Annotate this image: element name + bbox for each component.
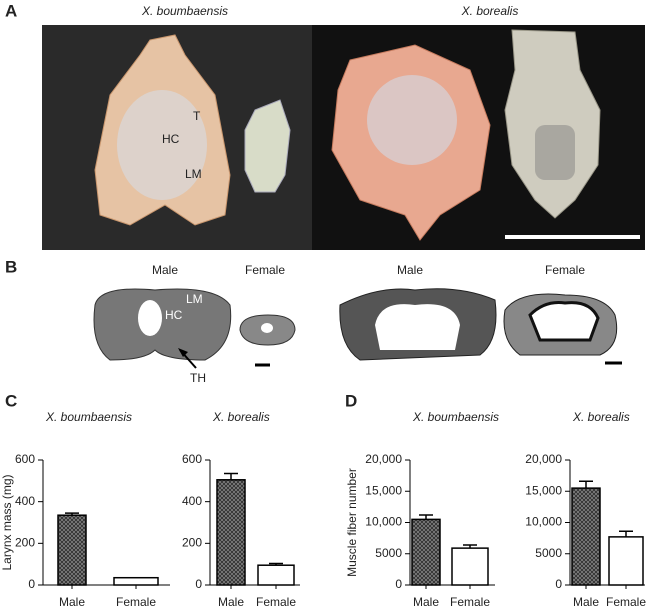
- y-tick-label: 5000: [375, 546, 402, 560]
- chart-title: X. boumbaensis: [45, 410, 132, 424]
- error-bar: [269, 562, 283, 566]
- y-axis-label: Muscle fiber number: [345, 468, 359, 577]
- y-tick-label: 400: [182, 494, 202, 508]
- error-bar: [224, 472, 238, 480]
- x-tick-label: Female: [116, 595, 156, 609]
- chart-title: X. borealis: [212, 410, 270, 424]
- anatomy-label: LM: [186, 292, 203, 306]
- error-bar: [65, 512, 79, 516]
- x-tick-label: Male: [59, 595, 85, 609]
- y-tick-label: 10,000: [525, 515, 562, 529]
- x-tick-label: Female: [256, 595, 296, 609]
- y-tick-label: 600: [182, 452, 202, 466]
- bar: [608, 536, 644, 586]
- y-axis-label: Larynx mass (mg): [0, 474, 14, 570]
- anatomy-label: HC: [162, 132, 180, 146]
- panel-label: D: [345, 391, 357, 410]
- anatomy-label: LM: [185, 167, 202, 181]
- error-bar: [579, 480, 593, 489]
- panel-label: A: [5, 1, 17, 20]
- error-bar: [419, 514, 433, 520]
- section-label: Female: [245, 263, 285, 277]
- section-label: Male: [152, 263, 178, 277]
- x-tick-label: Male: [218, 595, 244, 609]
- bar: [411, 518, 441, 586]
- y-tick-label: 600: [15, 452, 35, 466]
- section-panel: [93, 288, 622, 369]
- y-tick-label: 20,000: [365, 452, 402, 466]
- x-tick-label: Male: [573, 595, 599, 609]
- y-tick-label: 0: [195, 577, 202, 591]
- y-tick-label: 15,000: [365, 483, 402, 497]
- chart-title: X. boumbaensis: [412, 410, 499, 424]
- bar: [571, 487, 601, 586]
- bar: [216, 479, 246, 586]
- error-bar: [463, 544, 477, 549]
- y-tick-label: 10,000: [365, 515, 402, 529]
- species-label: X. boumbaensis: [141, 4, 228, 18]
- anatomy-label: TH: [190, 371, 206, 385]
- y-tick-label: 20,000: [525, 452, 562, 466]
- error-bar: [619, 530, 633, 537]
- y-tick-label: 200: [15, 536, 35, 550]
- x-tick-label: Female: [450, 595, 490, 609]
- y-tick-label: 200: [182, 536, 202, 550]
- bar: [57, 514, 87, 586]
- anatomy-label: HC: [165, 308, 183, 322]
- x-tick-label: Male: [413, 595, 439, 609]
- y-tick-label: 0: [395, 577, 402, 591]
- x-tick-label: Female: [606, 595, 646, 609]
- y-tick-label: 0: [28, 577, 35, 591]
- y-tick-label: 0: [555, 577, 562, 591]
- photo-panel: [42, 25, 645, 250]
- y-tick-label: 5000: [535, 546, 562, 560]
- y-tick-label: 400: [15, 494, 35, 508]
- panel-label: C: [5, 391, 17, 410]
- section-label: Male: [397, 263, 423, 277]
- species-label: X. borealis: [461, 4, 519, 18]
- bar: [257, 564, 295, 586]
- y-tick-label: 15,000: [525, 483, 562, 497]
- bar: [451, 547, 489, 586]
- bar: [113, 576, 159, 586]
- anatomy-label: T: [193, 109, 201, 123]
- panel-label: B: [5, 257, 17, 276]
- chart-title: X. borealis: [572, 410, 630, 424]
- section-label: Female: [545, 263, 585, 277]
